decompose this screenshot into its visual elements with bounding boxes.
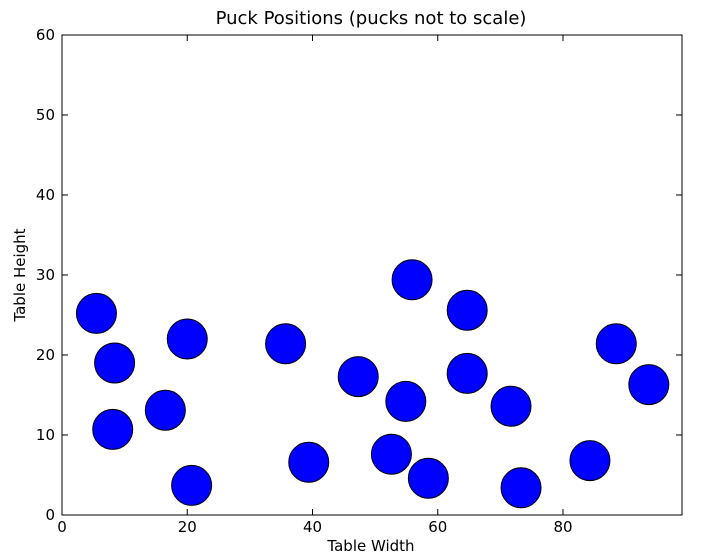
puck-point-9	[337, 356, 379, 398]
puck-point-8	[288, 441, 330, 483]
y-axis-label: Table Height	[11, 228, 29, 322]
puck-point-11	[385, 380, 427, 422]
y-tick-label: 30	[36, 266, 55, 284]
y-tick-label: 60	[36, 26, 55, 44]
y-tick-label: 0	[45, 506, 55, 524]
puck-point-2	[94, 342, 136, 384]
x-tick-label: 40	[303, 518, 322, 536]
puck-point-7	[265, 323, 307, 365]
x-tick-label: 60	[428, 518, 447, 536]
y-tick-label: 50	[36, 106, 55, 124]
puck-point-15	[446, 352, 488, 394]
x-tick-label: 0	[57, 518, 67, 536]
x-tick-label: 80	[553, 518, 572, 536]
chart-title: Puck Positions (pucks not to scale)	[216, 8, 527, 29]
puck-point-6	[171, 464, 213, 506]
puck-point-16	[490, 385, 532, 427]
y-tick-label: 20	[36, 346, 55, 364]
puck-point-12	[391, 259, 433, 301]
puck-point-10	[370, 433, 412, 475]
puck-point-18	[569, 440, 611, 482]
y-tick-label: 40	[36, 186, 55, 204]
puck-point-1	[75, 292, 117, 334]
puck-point-5	[166, 318, 208, 360]
axis-ticks: 0 20 40 60 80 0 10 20 30 40 50 60	[36, 26, 682, 536]
puck-point-20	[628, 364, 670, 406]
puck-point-17	[500, 467, 542, 509]
puck-point-14	[446, 289, 488, 331]
data-points	[75, 259, 670, 509]
puck-point-4	[144, 389, 186, 431]
puck-point-19	[595, 323, 637, 365]
x-axis-label: Table Width	[326, 537, 414, 555]
x-tick-label: 20	[178, 518, 197, 536]
puck-point-3	[92, 408, 134, 450]
puck-point-13	[407, 457, 449, 499]
y-tick-label: 10	[36, 426, 55, 444]
